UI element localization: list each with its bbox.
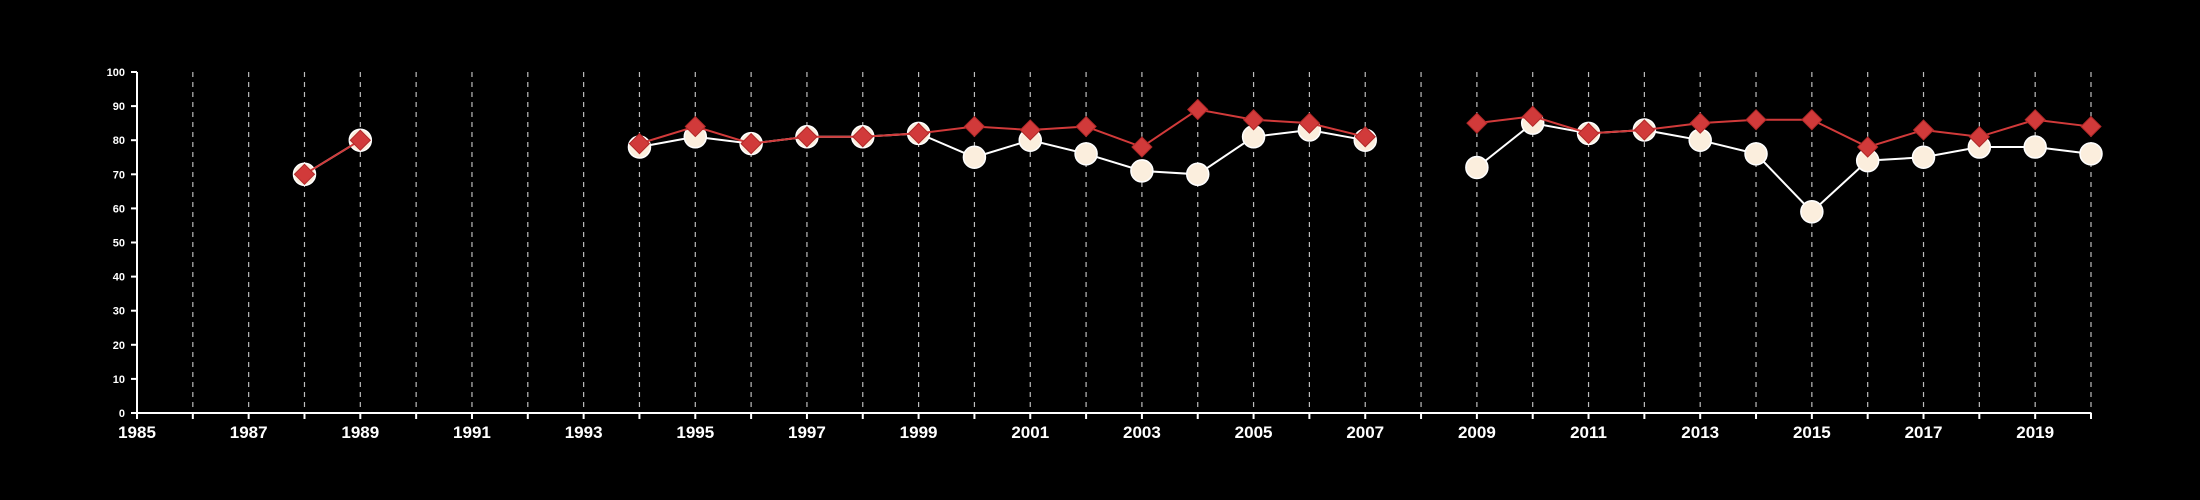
x-tick-label: 1985 (118, 423, 156, 442)
point-circle-2014 (1744, 142, 1768, 166)
point-diamond-1997 (796, 126, 818, 148)
point-circle-2000 (962, 145, 987, 169)
y-tick-label: 0 (119, 408, 125, 420)
grid (192, 72, 2092, 413)
point-diamond-2019 (2024, 109, 2046, 131)
point-diamond-2004 (1187, 98, 1209, 121)
point-diamond-2000 (963, 115, 986, 138)
x-tick-label: 2011 (1570, 423, 1607, 442)
point-diamond-2012 (1633, 119, 1656, 141)
x-tick-label: 1993 (565, 423, 603, 442)
axes: 1985 1987 1989 1991 1993 1995 1997 1999 2001 2003… (107, 67, 2092, 442)
x-tick-label: 1989 (341, 423, 379, 442)
x-tick-label: 2017 (1905, 423, 1943, 442)
point-diamond-1988 (293, 163, 316, 186)
point-circle-2002 (1074, 142, 1098, 166)
y-tick-label: 20 (113, 340, 125, 352)
x-tick-label: 2009 (1458, 423, 1496, 442)
point-diamond-2013 (1689, 112, 1711, 134)
x-tick-label: 1997 (788, 423, 826, 442)
point-diamond-1989 (349, 129, 372, 151)
point-diamond-2010 (1522, 105, 1544, 128)
point-circle-2019 (2023, 135, 2047, 159)
y-tick-label: 80 (113, 135, 125, 147)
point-diamond-1995 (684, 115, 706, 138)
point-diamond-1999 (907, 122, 930, 145)
y-tick-label: 90 (113, 101, 125, 113)
point-diamond-2020 (2080, 115, 2102, 138)
x-tick-label: 2003 (1123, 423, 1161, 442)
point-diamond-2007 (1354, 126, 1376, 148)
point-circle-2009 (1465, 155, 1489, 180)
x-tick-label: 1991 (453, 423, 491, 442)
point-diamond-2017 (1912, 119, 1935, 141)
series-line-diamond-0 (303, 139, 361, 176)
point-circle-2004 (1185, 162, 1210, 187)
point-diamond-2016 (1856, 136, 1879, 158)
series-line-diamond-2 (1476, 115, 2092, 149)
y-tick-label: 10 (113, 374, 125, 386)
point-circle-2020 (2079, 142, 2103, 166)
point-diamond-2006 (1298, 112, 1321, 134)
x-tick-label: 2005 (1235, 423, 1273, 442)
point-diamond-1994 (628, 132, 651, 155)
y-tick-label: 100 (107, 67, 125, 79)
point-diamond-2009 (1466, 112, 1488, 134)
point-diamond-2018 (1968, 126, 1991, 148)
point-circle-2017 (1911, 145, 1936, 169)
y-tick-label: 40 (113, 272, 125, 284)
x-tick-label: 1995 (676, 423, 714, 442)
point-diamond-2015 (1801, 109, 1823, 131)
y-tick-label: 70 (113, 169, 125, 181)
x-tick-label: 2007 (1346, 423, 1384, 442)
y-tick-label: 50 (113, 238, 125, 250)
x-tick-label: 2015 (1793, 423, 1831, 442)
x-tick-label: 2001 (1011, 423, 1049, 442)
point-diamond-1996 (740, 132, 762, 155)
x-tick-label: 1999 (900, 423, 938, 442)
x-tick-label: 1987 (230, 423, 268, 442)
series-line-circle-2 (1476, 122, 2092, 214)
series-diamond (293, 98, 2102, 186)
y-tick-label: 30 (113, 306, 125, 318)
point-diamond-2002 (1075, 115, 1097, 138)
point-diamond-2011 (1577, 122, 1600, 145)
y-tick-label: 60 (113, 203, 125, 215)
x-tick-label: 2019 (2016, 423, 2054, 442)
point-circle-2015 (1800, 200, 1824, 224)
point-diamond-2003 (1131, 136, 1153, 158)
point-diamond-2014 (1745, 109, 1767, 131)
point-diamond-2005 (1242, 109, 1265, 131)
series-layer (292, 98, 2103, 224)
x-tick-label: 2013 (1681, 423, 1719, 442)
point-diamond-1998 (852, 126, 874, 148)
point-diamond-2001 (1019, 119, 1041, 141)
point-circle-2003 (1130, 159, 1154, 183)
